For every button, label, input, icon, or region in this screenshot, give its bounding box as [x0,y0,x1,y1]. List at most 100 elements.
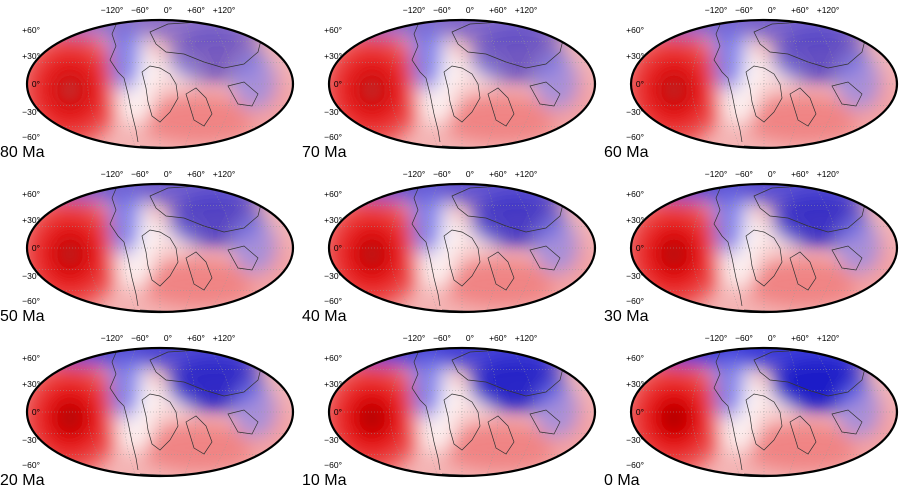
longitude-tick-label: +60° [187,169,205,179]
latitude-tick-label: −60° [626,460,644,470]
longitude-tick-label: 0° [465,333,475,343]
age-label: 70 Ma [302,144,347,161]
longitude-tick-label: +120° [514,169,538,179]
latitude-tick-label: −30° [22,435,40,445]
robinson-map [327,18,597,150]
latitude-tick-label: −30° [626,107,644,117]
longitude-tick-labels: −120° −60° 0° +60° +120° [705,5,856,17]
robinson-map [327,182,597,314]
latitude-tick-label: +60° [626,353,644,363]
latitude-tick-label: −30° [324,435,342,445]
latitude-tick-labels: +60° +30° 0° −30° −60° [604,2,644,166]
latitude-tick-label: +30° [22,379,40,389]
longitude-tick-label: +60° [791,5,809,15]
map-panel: −120° −60° 0° +60° +120° +60° +30° 0° −30° −60° 30… [604,166,906,330]
latitude-tick-label: +60° [626,189,644,199]
latitude-tick-label: 0° [635,243,644,253]
latitude-tick-label: +60° [324,25,342,35]
latitude-tick-label: −30° [22,107,40,117]
longitude-tick-label: −60° [433,333,451,343]
longitude-tick-label: −60° [735,333,753,343]
longitude-tick-label: 0° [767,333,777,343]
latitude-tick-label: +30° [324,215,342,225]
latitude-tick-label: −60° [324,132,342,142]
longitude-tick-labels: −120° −60° 0° +60° +120° [403,333,554,345]
latitude-tick-label: −60° [626,296,644,306]
robinson-map [629,346,899,478]
latitude-tick-label: +60° [22,353,40,363]
latitude-tick-label: −60° [324,296,342,306]
longitude-tick-label: +120° [816,169,840,179]
robinson-map [629,18,899,150]
latitude-tick-label: +60° [22,25,40,35]
longitude-tick-label: +120° [212,169,236,179]
longitude-tick-label: −60° [131,333,149,343]
latitude-tick-label: +30° [22,215,40,225]
longitude-tick-label: −60° [131,5,149,15]
longitude-tick-label: +120° [514,333,538,343]
longitude-tick-labels: −120° −60° 0° +60° +120° [705,169,856,181]
longitude-tick-label: 0° [163,333,173,343]
longitude-tick-label: −120° [704,169,728,179]
longitude-tick-label: +60° [187,333,205,343]
longitude-tick-label: −120° [402,169,426,179]
latitude-tick-label: +60° [324,189,342,199]
latitude-tick-label: +30° [324,379,342,389]
longitude-tick-labels: −120° −60° 0° +60° +120° [403,169,554,181]
latitude-tick-label: 0° [31,407,40,417]
latitude-tick-label: 0° [635,407,644,417]
longitude-tick-label: 0° [465,5,475,15]
longitude-tick-label: −120° [704,5,728,15]
longitude-tick-label: 0° [465,169,475,179]
age-label: 60 Ma [604,144,649,161]
longitude-tick-label: −120° [100,333,124,343]
latitude-tick-label: −30° [324,107,342,117]
latitude-tick-label: −60° [22,296,40,306]
latitude-tick-labels: +60° +30° 0° −30° −60° [302,2,342,166]
longitude-tick-label: +120° [816,5,840,15]
longitude-tick-label: +60° [187,5,205,15]
robinson-map [25,18,295,150]
latitude-tick-labels: +60° +30° 0° −30° −60° [302,330,342,494]
latitude-tick-label: +60° [22,189,40,199]
longitude-tick-label: +120° [816,333,840,343]
longitude-tick-label: 0° [163,169,173,179]
map-panel: −120° −60° 0° +60° +120° +60° +30° 0° −30° −60° 0 … [604,330,906,494]
latitude-tick-label: −30° [626,271,644,281]
longitude-tick-label: +120° [514,5,538,15]
map-panel: −120° −60° 0° +60° +120° +60° +30° 0° −30° −60° 40… [302,166,604,330]
longitude-tick-label: −120° [100,169,124,179]
age-label: 50 Ma [0,308,45,325]
longitude-tick-label: −120° [402,333,426,343]
longitude-tick-labels: −120° −60° 0° +60° +120° [101,169,252,181]
longitude-tick-label: −60° [433,5,451,15]
latitude-tick-label: 0° [635,79,644,89]
latitude-tick-label: 0° [333,243,342,253]
age-label: 0 Ma [604,472,640,489]
age-label: 10 Ma [302,472,347,489]
latitude-tick-label: +30° [626,215,644,225]
robinson-map [25,182,295,314]
age-label: 20 Ma [0,472,45,489]
robinson-map [629,182,899,314]
latitude-tick-label: +60° [626,25,644,35]
latitude-tick-label: −60° [22,132,40,142]
latitude-tick-label: −30° [626,435,644,445]
age-label: 80 Ma [0,144,45,161]
longitude-tick-labels: −120° −60° 0° +60° +120° [101,5,252,17]
longitude-tick-label: −60° [735,169,753,179]
map-panel: −120° −60° 0° +60° +120° +60° +30° 0° −30° −60° 80… [0,2,302,166]
latitude-tick-labels: +60° +30° 0° −30° −60° [0,2,40,166]
latitude-tick-label: +30° [626,51,644,61]
robinson-map [327,346,597,478]
latitude-tick-label: −60° [626,132,644,142]
robinson-map [25,346,295,478]
latitude-tick-label: 0° [31,79,40,89]
longitude-tick-labels: −120° −60° 0° +60° +120° [705,333,856,345]
latitude-tick-label: −30° [22,271,40,281]
latitude-tick-labels: +60° +30° 0° −30° −60° [302,166,342,330]
latitude-tick-label: −60° [324,460,342,470]
map-panel: −120° −60° 0° +60° +120° +60° +30° 0° −30° −60° 60… [604,2,906,166]
longitude-tick-label: −60° [433,169,451,179]
longitude-tick-label: −60° [735,5,753,15]
